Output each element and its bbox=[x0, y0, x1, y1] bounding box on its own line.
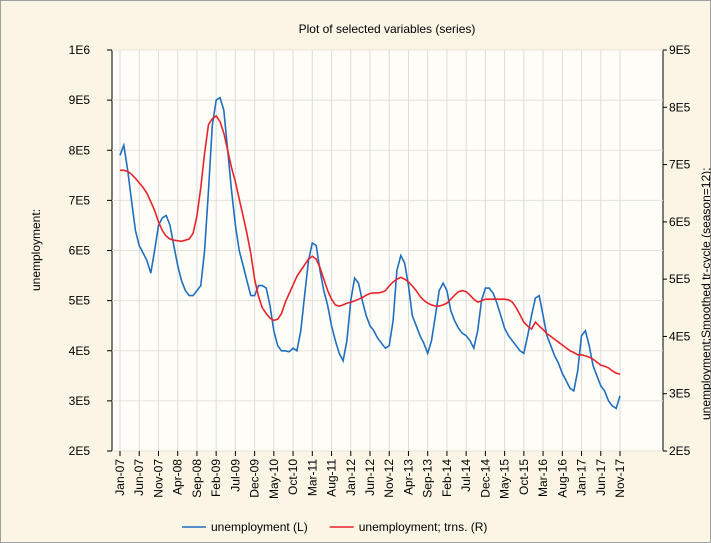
x-tick-label: Aug-11 bbox=[325, 459, 339, 497]
x-tick-label: May-10 bbox=[267, 459, 281, 499]
series-line bbox=[120, 114, 621, 375]
chart-title: Plot of selected variables (series) bbox=[299, 22, 476, 36]
x-tick-label: Jul-09 bbox=[228, 459, 242, 492]
x-tick-label: Jan-07 bbox=[113, 459, 127, 496]
y-tick-label: 2E5 bbox=[69, 444, 91, 458]
legend-label: unemployment (L) bbox=[211, 520, 308, 534]
y-tick-label: 7E5 bbox=[69, 193, 91, 207]
y-tick-label: 1E6 bbox=[69, 43, 91, 57]
x-tick-label: Feb-09 bbox=[209, 459, 223, 497]
series-line bbox=[119, 96, 621, 410]
x-tick-label: Jul-14 bbox=[459, 459, 473, 492]
x-tick-label: Mar-11 bbox=[305, 459, 319, 496]
y-tick-label: 9E5 bbox=[69, 93, 91, 107]
x-tick-label: Jun-17 bbox=[594, 459, 608, 496]
x-tick-label: Nov-07 bbox=[151, 459, 165, 498]
x-tick-label: May-15 bbox=[498, 459, 512, 499]
y-tick-label: 3E5 bbox=[69, 394, 91, 408]
x-tick-label: Jan-12 bbox=[344, 459, 358, 496]
x-tick-label: Sep-08 bbox=[190, 459, 204, 498]
x-tick-label: Aug-16 bbox=[555, 459, 569, 498]
x-tick-label: Jun-07 bbox=[132, 459, 146, 496]
x-tick-label: Dec-09 bbox=[248, 459, 262, 498]
y2-tick-label: 4E5 bbox=[669, 329, 691, 343]
y-tick-label: 6E5 bbox=[69, 244, 91, 258]
y-axis-label: unemployment: bbox=[29, 209, 43, 291]
y2-tick-label: 9E5 bbox=[669, 43, 691, 57]
y-tick-label: 8E5 bbox=[69, 143, 91, 157]
y2-tick-label: 7E5 bbox=[669, 158, 691, 172]
legend-label: unemployment; trns. (R) bbox=[359, 520, 488, 534]
x-tick-label: Apr-13 bbox=[401, 459, 415, 495]
x-tick-label: Nov-12 bbox=[382, 459, 396, 498]
y-tick-label: 5E5 bbox=[69, 294, 91, 308]
x-tick-label: Jun-12 bbox=[363, 459, 377, 496]
x-tick-label: Feb-14 bbox=[440, 459, 454, 497]
x-tick-label: Sep-13 bbox=[421, 459, 435, 498]
x-tick-label: Nov-17 bbox=[613, 459, 627, 498]
x-tick-label: Mar-16 bbox=[536, 459, 550, 497]
y2-tick-label: 5E5 bbox=[669, 272, 691, 286]
y2-tick-label: 3E5 bbox=[669, 387, 691, 401]
x-tick-label: Oct-10 bbox=[286, 459, 300, 495]
y2-tick-label: 8E5 bbox=[669, 100, 691, 114]
x-tick-label: Jan-17 bbox=[575, 459, 589, 496]
x-tick-label: Apr-08 bbox=[171, 459, 185, 495]
y2-tick-label: 6E5 bbox=[669, 215, 691, 229]
x-tick-label: Oct-15 bbox=[517, 459, 531, 495]
y2-tick-label: 2E5 bbox=[669, 444, 691, 458]
y-tick-label: 4E5 bbox=[69, 344, 91, 358]
x-tick-label: Dec-14 bbox=[478, 459, 492, 498]
y2-axis-label: unemployment;Smoothed tr-cycle (season=1… bbox=[699, 168, 711, 420]
